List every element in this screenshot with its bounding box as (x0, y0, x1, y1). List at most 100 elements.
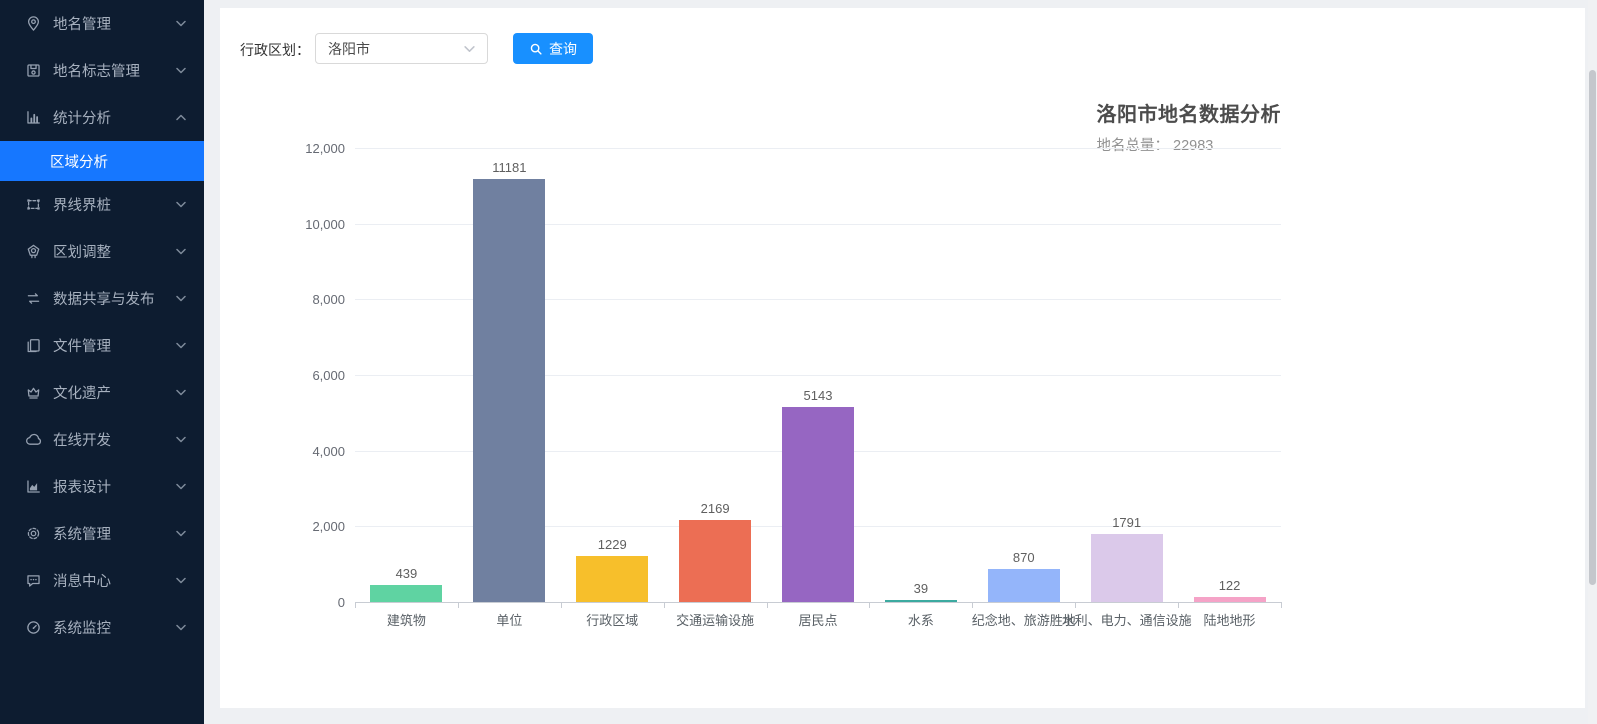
sidebar-item[interactable]: 系统监控 (0, 604, 204, 651)
bar-chart-icon (25, 109, 42, 126)
y-axis-tick-label: 6,000 (312, 368, 345, 383)
x-axis-category-label: 居民点 (763, 610, 873, 629)
x-axis-tick (560, 602, 562, 608)
main-panel: 行政区划： 洛阳市 查询 洛阳市地名数据分析 地名总量： 22983 0 2,00… (220, 8, 1585, 708)
chevron-down-icon (176, 483, 186, 490)
x-axis-category-text: 水利、电力、通信设施 (1061, 613, 1192, 628)
x-axis-tick (972, 602, 974, 608)
sidebar-item[interactable]: 系统管理 (0, 510, 204, 557)
sidebar-item[interactable]: 地名管理 (0, 0, 204, 47)
chevron-down-icon (464, 45, 475, 53)
chevron-down-icon (176, 530, 186, 537)
sidebar-item[interactable]: 数据共享与发布 (0, 275, 204, 322)
sidebar-item-label: 文化遗产 (53, 386, 111, 402)
sidebar-item-label: 消息中心 (53, 574, 111, 590)
sidebar: 地名管理地名标志管理 统计分析区域分析 界线界桩区划调整数据共享与发布文件管理文化遗… (0, 0, 204, 724)
chevron-down-icon (176, 624, 186, 631)
x-axis-tick (766, 602, 768, 608)
x-axis-category-text: 陆地地形 (1203, 613, 1256, 628)
boundary-frame-icon (25, 196, 42, 213)
chevron-down-icon (176, 577, 186, 584)
sidebar-item-label: 统计分析 (53, 111, 111, 127)
bar-8[interactable] (1193, 597, 1266, 602)
x-axis-line (355, 602, 1281, 603)
x-axis-tick (869, 602, 871, 608)
bar-value-label: 2169 (700, 500, 730, 516)
search-button[interactable]: 查询 (513, 33, 593, 64)
sidebar-item-label: 地名管理 (53, 17, 111, 33)
bar-value-label: 1791 (1112, 515, 1142, 531)
x-axis-tick (1075, 602, 1077, 608)
chevron-down-icon (176, 201, 186, 208)
region-select[interactable]: 洛阳市 (315, 33, 488, 64)
bar-5[interactable] (884, 600, 957, 602)
x-axis-category-text: 行政区域 (586, 613, 639, 628)
chevron-down-icon (176, 20, 186, 27)
sidebar-item[interactable]: 文化遗产 (0, 369, 204, 416)
x-axis-category-text: 交通运输设施 (676, 613, 755, 628)
y-axis-tick-label: 2,000 (312, 519, 345, 535)
region-filter-label: 行政区划： (240, 42, 310, 58)
sidebar-subitem-active[interactable]: 区域分析 (0, 141, 204, 181)
sidebar-item-label: 报表设计 (53, 480, 111, 496)
signpost-icon (25, 62, 42, 79)
share-swap-icon (25, 290, 42, 307)
chart-header: 洛阳市地名数据分析 地名总量： 22983 (1097, 98, 1282, 155)
sidebar-item-label: 在线开发 (53, 433, 111, 449)
chevron-down-icon (176, 436, 186, 443)
x-axis-tick (663, 602, 665, 608)
sidebar-item-label: 文件管理 (53, 339, 111, 355)
x-axis-category-label: 行政区域 (557, 610, 667, 629)
sidebar-item[interactable]: 区划调整 (0, 228, 204, 275)
scrollbar-thumb[interactable] (1589, 70, 1596, 585)
gear-icon (25, 525, 42, 542)
bar-6[interactable] (987, 569, 1060, 602)
search-button-label: 查询 (549, 40, 577, 57)
chevron-down-icon (176, 67, 186, 74)
bar-2[interactable] (576, 555, 649, 602)
x-axis-category-label: 水利、电力、通信设施 (1062, 610, 1192, 629)
sidebar-item[interactable]: 统计分析 (0, 94, 204, 141)
scrollbar-track (1588, 0, 1597, 724)
y-axis-tick-label: 12,000 (305, 141, 345, 156)
sidebar-item-label: 区划调整 (53, 245, 111, 261)
sidebar-item[interactable]: 报表设计 (0, 463, 204, 510)
x-axis-category-text: 居民点 (798, 613, 838, 628)
chart-subtitle: 地名总量： 22983 (1096, 138, 1214, 154)
gridline (355, 223, 1281, 225)
heritage-crown-icon (25, 384, 42, 401)
y-axis-tick-label: 4,000 (312, 443, 345, 459)
gridline (355, 299, 1281, 301)
bar-1[interactable] (473, 178, 546, 602)
gridline (355, 148, 1281, 149)
sidebar-item[interactable]: 地名标志管理 (0, 47, 204, 94)
sidebar-item[interactable]: 在线开发 (0, 416, 204, 463)
x-axis-tick (1178, 602, 1180, 608)
bar-chart: 0 2,000 4,000 6,000 8,000 10,000 12,000 439 建筑物 1… (220, 8, 1585, 708)
x-axis-tick (355, 602, 356, 608)
gridline (355, 375, 1281, 376)
sidebar-item-label: 地名标志管理 (53, 64, 140, 80)
y-axis-tick-label: 10,000 (305, 216, 345, 232)
sidebar-menu: 地名管理地名标志管理 统计分析区域分析 界线界桩区划调整数据共享与发布文件管理文化遗… (0, 0, 204, 651)
sidebar-item[interactable]: 文件管理 (0, 322, 204, 369)
sidebar-item[interactable]: 界线界桩 (0, 181, 204, 228)
bar-0[interactable] (370, 585, 443, 602)
sidebar-item-label: 系统管理 (53, 527, 111, 543)
x-axis-category-text: 建筑物 (386, 613, 426, 628)
bar-value-label: 870 (1012, 550, 1035, 566)
x-axis-tick (1281, 602, 1282, 608)
x-axis-category-text: 水系 (907, 613, 934, 628)
bar-value-label: 5143 (803, 388, 833, 404)
bar-4[interactable] (782, 407, 854, 602)
cloud-icon (25, 431, 42, 448)
bar-3[interactable] (679, 519, 752, 602)
gauge-icon (25, 619, 42, 636)
sidebar-item[interactable]: 消息中心 (0, 557, 204, 604)
x-axis-category-text: 单位 (496, 613, 523, 628)
bar-7[interactable] (1090, 534, 1163, 602)
sidebar-item-label: 系统监控 (53, 621, 111, 637)
x-axis-category-label: 单位 (454, 610, 564, 629)
x-axis-category-label: 陆地地形 (1175, 610, 1285, 629)
chevron-up-icon (176, 114, 186, 121)
